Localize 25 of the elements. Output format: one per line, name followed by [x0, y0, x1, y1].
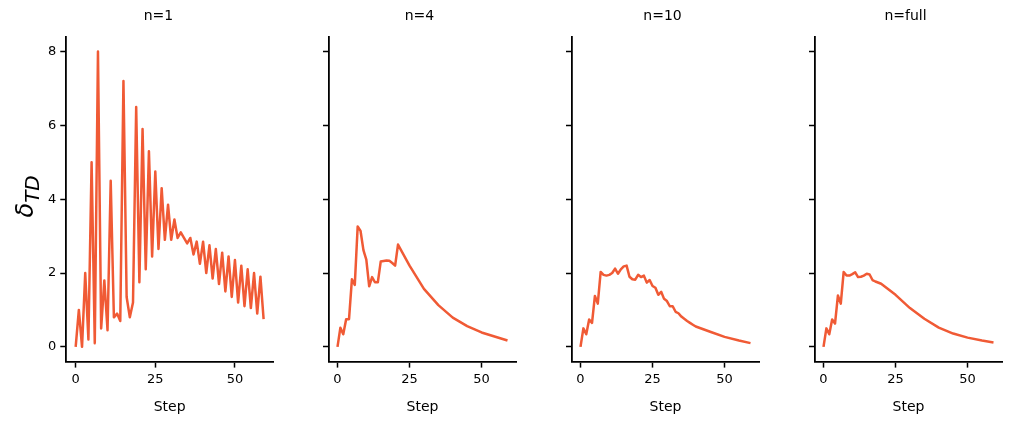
- chart-title: n=4: [404, 7, 435, 24]
- x-tick-label: 50: [473, 370, 490, 386]
- chart-title: n=10: [643, 7, 682, 24]
- x-tick-label: 50: [959, 370, 976, 386]
- x-tick-label: 25: [644, 370, 661, 386]
- x-tick-label: 25: [147, 370, 164, 386]
- x-tick-label: 50: [226, 370, 244, 386]
- x-tick-label: 0: [71, 370, 80, 386]
- x-axis-title: Step: [649, 398, 682, 415]
- x-tick-label: 25: [401, 370, 418, 386]
- y-tick-label: 8: [47, 42, 57, 58]
- y-tick-label: 4: [47, 190, 57, 206]
- chart-title: n=full: [884, 7, 927, 24]
- x-tick-label: 0: [333, 370, 342, 386]
- y-tick-label: 2: [47, 264, 57, 280]
- x-axis-title: Step: [406, 398, 439, 415]
- x-axis-title: Step: [153, 398, 186, 415]
- x-tick-label: 25: [887, 370, 904, 386]
- x-tick-label: 0: [576, 370, 585, 386]
- x-axis-title: Step: [892, 398, 925, 415]
- y-tick-label: 0: [47, 338, 57, 354]
- x-tick-label: 50: [716, 370, 733, 386]
- x-tick-label: 0: [819, 370, 828, 386]
- chart-title: n=1: [143, 7, 174, 24]
- y-tick-label: 6: [47, 116, 57, 132]
